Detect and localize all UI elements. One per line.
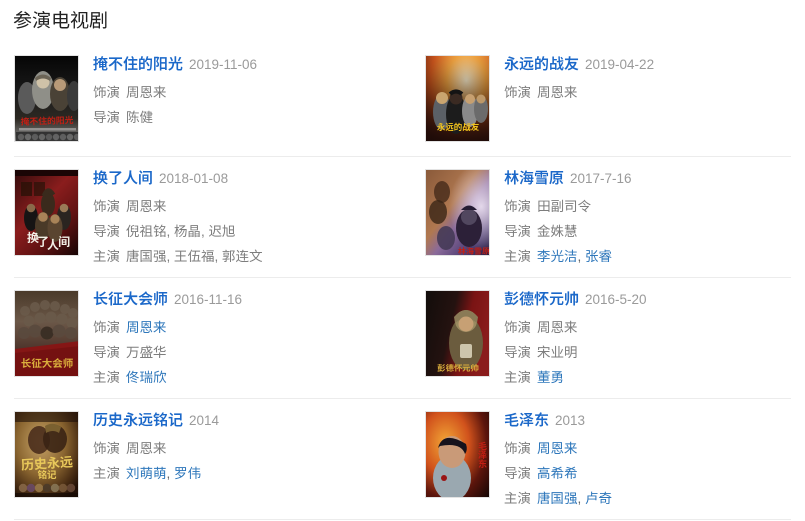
svg-text:掩不住的阳光: 掩不住的阳光 xyxy=(20,115,73,127)
svg-text:间: 间 xyxy=(58,235,70,249)
svg-text:毛泽东: 毛泽东 xyxy=(477,441,487,468)
svg-text:林海雪原: 林海雪原 xyxy=(458,247,490,256)
svg-text:铭记: 铭记 xyxy=(37,469,57,481)
svg-text:彭德怀元帅: 彭德怀元帅 xyxy=(437,363,479,373)
svg-text:长征大会师: 长征大会师 xyxy=(21,357,74,370)
svg-text:永远的战友: 永远的战友 xyxy=(437,122,480,132)
